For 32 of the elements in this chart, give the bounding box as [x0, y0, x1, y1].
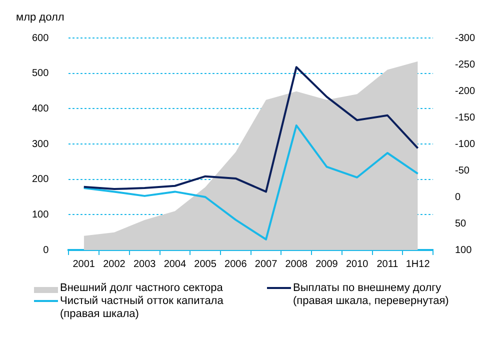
- y2-tick-label: -50: [454, 165, 470, 176]
- legend-label: Выплаты по внешнему долгу (правая шкала, перевернутая): [293, 282, 450, 308]
- x-tick-label: 1H12: [406, 258, 430, 270]
- y2-tick-label: -200: [454, 86, 476, 97]
- y-tick-label: 600: [32, 32, 50, 44]
- y-tick-label: 200: [32, 174, 50, 186]
- y2-tick-label: 50: [454, 218, 467, 230]
- y2-tick-label: 100: [454, 244, 472, 256]
- y-tick-label: 300: [32, 138, 50, 150]
- y2-tick-label: -100: [454, 138, 476, 150]
- x-tick-label: 2008: [285, 258, 308, 270]
- x-tick-label: 2003: [133, 258, 156, 270]
- legend-label: Внешний долг частного сектора: [60, 282, 223, 295]
- y2-tick-label: -250: [454, 59, 476, 70]
- y2-tick-label: 0: [454, 192, 461, 203]
- legend-label: Чистый частный отток капитала (правая шкала): [60, 295, 224, 321]
- x-tick-label: 2010: [346, 258, 369, 270]
- x-tick-label: 2004: [164, 258, 186, 270]
- x-tick-label: 2009: [316, 258, 338, 270]
- y-axis-title: млр долл: [16, 12, 64, 24]
- y-tick-label: 400: [32, 103, 50, 114]
- y2-tick-label: -300: [454, 32, 476, 44]
- y-tick-label: 100: [32, 209, 50, 220]
- x-tick-label: 2006: [224, 258, 248, 270]
- x-tick-label: 2007: [254, 258, 278, 270]
- x-tick-label: 2005: [194, 258, 217, 270]
- x-tick-label: 2001: [72, 258, 96, 270]
- x-tick-label: 2002: [103, 258, 126, 270]
- y-tick-label: 0: [43, 244, 50, 256]
- y-tick-label: 500: [32, 68, 50, 80]
- y2-tick-label: -150: [454, 112, 476, 124]
- x-tick-label: 2011: [376, 258, 399, 270]
